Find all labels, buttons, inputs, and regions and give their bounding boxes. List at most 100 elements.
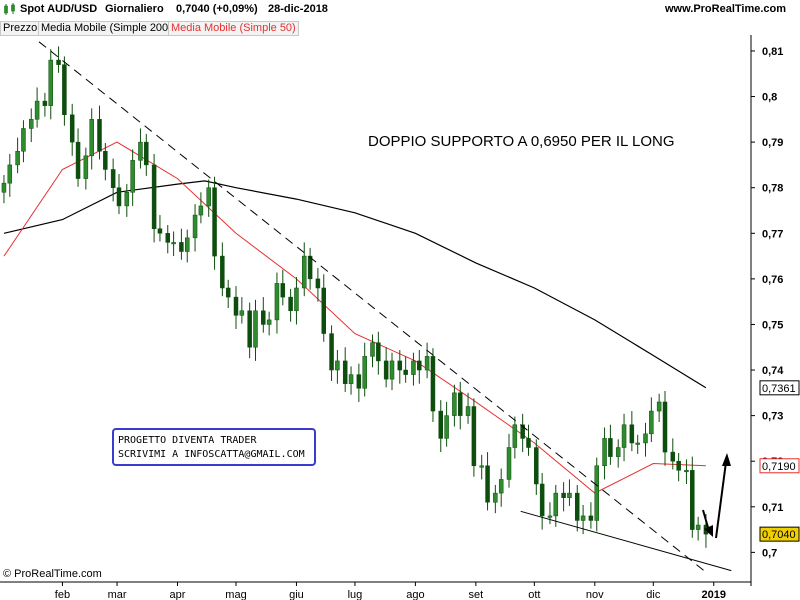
- candle-body: [220, 255, 225, 289]
- price-tags: 0,7361 0,7190 0,7040: [759, 380, 800, 542]
- site-url[interactable]: www.ProRealTime.com: [665, 3, 787, 15]
- candle: [329, 325, 334, 381]
- candles: [1, 46, 709, 548]
- candle-body: [608, 438, 613, 457]
- candle-body: [403, 369, 408, 375]
- candle-body: [280, 283, 286, 298]
- candle: [29, 108, 34, 143]
- y-tick-label: 0,73: [762, 411, 783, 423]
- candle-body: [302, 255, 307, 289]
- candle: [485, 452, 490, 511]
- candle-body: [370, 342, 375, 357]
- candle: [165, 225, 170, 254]
- x-tick-label: apr: [170, 589, 186, 600]
- candle: [69, 103, 75, 156]
- y-tick-label: 0,81: [762, 46, 783, 58]
- candle: [321, 274, 326, 342]
- candle: [383, 347, 389, 388]
- candle-body: [294, 287, 299, 312]
- candle-body: [397, 360, 403, 371]
- candle: [370, 334, 375, 368]
- support-trendline: [520, 510, 732, 572]
- candle: [389, 352, 395, 391]
- x-tick-label: ott: [528, 589, 540, 600]
- candle-body: [315, 278, 321, 289]
- candle: [280, 269, 286, 306]
- candle-body: [534, 447, 539, 485]
- candle: [124, 184, 130, 217]
- candle: [116, 174, 122, 215]
- legend-ma200[interactable]: Media Mobile (Simple 200): [38, 21, 175, 36]
- candle-body: [348, 374, 354, 384]
- x-tick-label: ago: [406, 589, 424, 600]
- candle-body: [389, 360, 395, 380]
- candle-body: [261, 310, 266, 325]
- y-tick-label: 0,71: [762, 502, 783, 514]
- candle-body: [376, 342, 381, 362]
- candle: [376, 331, 381, 375]
- candle: [75, 128, 81, 187]
- candle-body: [171, 242, 176, 245]
- candle-body: [635, 442, 640, 445]
- candle: [294, 277, 299, 325]
- legend-ma50[interactable]: Media Mobile (Simple 50): [168, 21, 299, 36]
- candle-body: [629, 424, 635, 444]
- candle: [48, 49, 53, 120]
- candle: [452, 384, 457, 427]
- candle-body: [138, 141, 143, 161]
- candle-body: [15, 150, 20, 166]
- candle: [526, 424, 531, 456]
- candle-body: [212, 187, 217, 257]
- candle: [261, 297, 266, 333]
- candle: [684, 459, 689, 484]
- candle: [649, 397, 654, 443]
- candle-body: [690, 470, 695, 530]
- candle: [103, 143, 108, 181]
- candle-body: [649, 410, 654, 435]
- candle: [615, 439, 621, 468]
- candle: [695, 516, 701, 541]
- candle-body: [124, 192, 130, 207]
- candle: [138, 128, 143, 169]
- candle-body: [116, 187, 122, 207]
- candle-body: [594, 465, 599, 521]
- candle: [534, 439, 539, 495]
- candle-body: [417, 360, 422, 371]
- copyright-text: © ProRealTime.com: [3, 568, 102, 580]
- candle-body: [62, 64, 67, 116]
- candle-body: [362, 356, 367, 389]
- candle-body: [157, 228, 163, 234]
- candle-body: [110, 169, 116, 188]
- candle: [438, 400, 443, 453]
- candle: [430, 348, 436, 423]
- candle: [690, 456, 695, 538]
- candle: [444, 401, 449, 447]
- chart-title: DOPPIO SUPPORTO A 0,6950 PER IL LONG: [368, 133, 675, 150]
- candle-body: [430, 356, 436, 412]
- candle-body: [56, 59, 61, 65]
- candle-body: [130, 160, 135, 193]
- candle-body: [547, 515, 553, 518]
- candle-body: [288, 296, 293, 312]
- candle-body: [512, 424, 518, 448]
- candle: [302, 242, 307, 297]
- candle: [315, 267, 321, 302]
- candle-body: [329, 333, 334, 371]
- candle: [307, 247, 313, 290]
- candle: [635, 434, 640, 454]
- candle: [21, 120, 26, 163]
- arrows: [702, 453, 731, 539]
- candle-body: [34, 100, 40, 120]
- y-tick-label: 0,77: [762, 228, 783, 240]
- candle-body: [561, 492, 566, 498]
- candle-body: [621, 424, 627, 448]
- candle-body: [253, 310, 258, 348]
- candle-body: [643, 433, 648, 444]
- candle-body: [342, 360, 348, 384]
- x-tick-label: giu: [289, 589, 304, 600]
- candle: [97, 105, 102, 160]
- candle: [553, 484, 559, 527]
- candle: [89, 108, 94, 170]
- candle-body: [670, 451, 676, 462]
